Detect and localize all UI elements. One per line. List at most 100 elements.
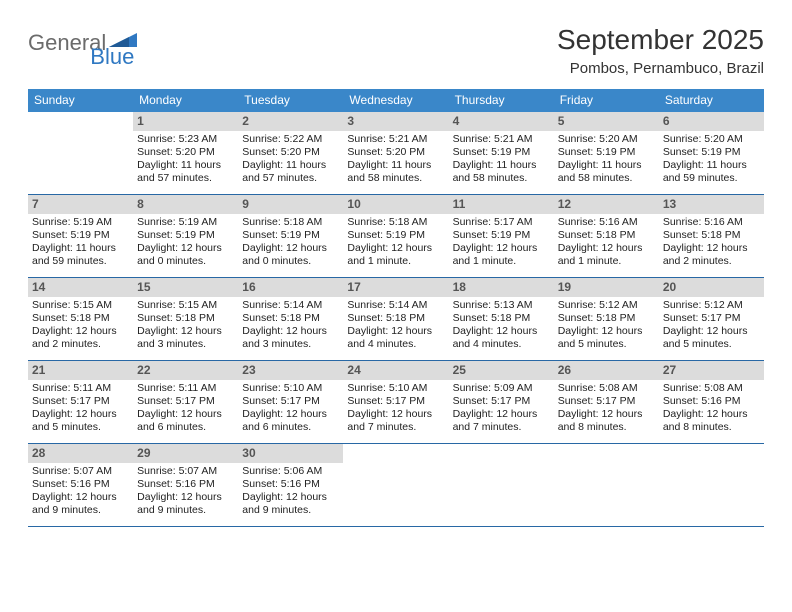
sunset-line: Sunset: 5:18 PM — [663, 229, 760, 242]
sunset-line: Sunset: 5:20 PM — [242, 146, 339, 159]
day-number: 14 — [28, 278, 133, 297]
day-cell: 14Sunrise: 5:15 AMSunset: 5:18 PMDayligh… — [28, 278, 133, 360]
daylight-line: Daylight: 12 hours and 1 minute. — [558, 242, 655, 268]
day-cell: 3Sunrise: 5:21 AMSunset: 5:20 PMDaylight… — [343, 112, 448, 194]
location-subtitle: Pombos, Pernambuco, Brazil — [557, 60, 764, 77]
sunrise-line: Sunrise: 5:20 AM — [663, 133, 760, 146]
sunrise-line: Sunrise: 5:10 AM — [242, 382, 339, 395]
sunset-line: Sunset: 5:20 PM — [347, 146, 444, 159]
day-number: 7 — [28, 195, 133, 214]
sunset-line: Sunset: 5:16 PM — [663, 395, 760, 408]
day-cell: 23Sunrise: 5:10 AMSunset: 5:17 PMDayligh… — [238, 361, 343, 443]
sunset-line: Sunset: 5:19 PM — [137, 229, 234, 242]
sunrise-line: Sunrise: 5:11 AM — [137, 382, 234, 395]
day-number: 29 — [133, 444, 238, 463]
day-cell: 25Sunrise: 5:09 AMSunset: 5:17 PMDayligh… — [449, 361, 554, 443]
sunrise-line: Sunrise: 5:10 AM — [347, 382, 444, 395]
day-number: 10 — [343, 195, 448, 214]
sunset-line: Sunset: 5:17 PM — [663, 312, 760, 325]
week-row: 14Sunrise: 5:15 AMSunset: 5:18 PMDayligh… — [28, 278, 764, 361]
daylight-line: Daylight: 11 hours and 58 minutes. — [558, 159, 655, 185]
daylight-line: Daylight: 12 hours and 2 minutes. — [32, 325, 129, 351]
sunrise-line: Sunrise: 5:23 AM — [137, 133, 234, 146]
daylight-line: Daylight: 12 hours and 8 minutes. — [663, 408, 760, 434]
day-number: 28 — [28, 444, 133, 463]
daylight-line: Daylight: 12 hours and 4 minutes. — [347, 325, 444, 351]
logo: General Blue — [28, 24, 182, 56]
day-number: 13 — [659, 195, 764, 214]
day-cell: 13Sunrise: 5:16 AMSunset: 5:18 PMDayligh… — [659, 195, 764, 277]
sunset-line: Sunset: 5:19 PM — [347, 229, 444, 242]
weekday-header: Saturday — [659, 89, 764, 112]
sunrise-line: Sunrise: 5:21 AM — [453, 133, 550, 146]
daylight-line: Daylight: 11 hours and 59 minutes. — [663, 159, 760, 185]
daylight-line: Daylight: 11 hours and 57 minutes. — [242, 159, 339, 185]
day-number: 27 — [659, 361, 764, 380]
day-number: 30 — [238, 444, 343, 463]
weekday-header: Monday — [133, 89, 238, 112]
day-number: 25 — [449, 361, 554, 380]
weekday-header: Wednesday — [343, 89, 448, 112]
day-number: 2 — [238, 112, 343, 131]
day-number: 11 — [449, 195, 554, 214]
daylight-line: Daylight: 12 hours and 7 minutes. — [453, 408, 550, 434]
daylight-line: Daylight: 11 hours and 58 minutes. — [453, 159, 550, 185]
daylight-line: Daylight: 12 hours and 9 minutes. — [137, 491, 234, 517]
day-number: 23 — [238, 361, 343, 380]
sunrise-line: Sunrise: 5:11 AM — [32, 382, 129, 395]
day-cell: 19Sunrise: 5:12 AMSunset: 5:18 PMDayligh… — [554, 278, 659, 360]
sunrise-line: Sunrise: 5:15 AM — [137, 299, 234, 312]
week-row: 28Sunrise: 5:07 AMSunset: 5:16 PMDayligh… — [28, 444, 764, 527]
daylight-line: Daylight: 12 hours and 1 minute. — [347, 242, 444, 268]
sunset-line: Sunset: 5:17 PM — [32, 395, 129, 408]
day-number: 5 — [554, 112, 659, 131]
daylight-line: Daylight: 12 hours and 5 minutes. — [663, 325, 760, 351]
sunset-line: Sunset: 5:17 PM — [558, 395, 655, 408]
daylight-line: Daylight: 12 hours and 4 minutes. — [453, 325, 550, 351]
sunset-line: Sunset: 5:17 PM — [453, 395, 550, 408]
sunrise-line: Sunrise: 5:18 AM — [347, 216, 444, 229]
daylight-line: Daylight: 12 hours and 3 minutes. — [242, 325, 339, 351]
calendar-grid: SundayMondayTuesdayWednesdayThursdayFrid… — [28, 89, 764, 527]
week-row: 21Sunrise: 5:11 AMSunset: 5:17 PMDayligh… — [28, 361, 764, 444]
sunrise-line: Sunrise: 5:08 AM — [663, 382, 760, 395]
day-number: 22 — [133, 361, 238, 380]
day-number: 24 — [343, 361, 448, 380]
daylight-line: Daylight: 12 hours and 8 minutes. — [558, 408, 655, 434]
day-number: 12 — [554, 195, 659, 214]
weeks-container: .1Sunrise: 5:23 AMSunset: 5:20 PMDayligh… — [28, 112, 764, 527]
sunset-line: Sunset: 5:17 PM — [137, 395, 234, 408]
day-cell: 8Sunrise: 5:19 AMSunset: 5:19 PMDaylight… — [133, 195, 238, 277]
daylight-line: Daylight: 12 hours and 1 minute. — [453, 242, 550, 268]
sunrise-line: Sunrise: 5:16 AM — [558, 216, 655, 229]
sunrise-line: Sunrise: 5:07 AM — [32, 465, 129, 478]
day-cell: 30Sunrise: 5:06 AMSunset: 5:16 PMDayligh… — [238, 444, 343, 526]
weekday-header: Thursday — [449, 89, 554, 112]
day-cell: 11Sunrise: 5:17 AMSunset: 5:19 PMDayligh… — [449, 195, 554, 277]
day-number: 1 — [133, 112, 238, 131]
sunrise-line: Sunrise: 5:08 AM — [558, 382, 655, 395]
sunset-line: Sunset: 5:18 PM — [242, 312, 339, 325]
day-number: 18 — [449, 278, 554, 297]
sunset-line: Sunset: 5:18 PM — [32, 312, 129, 325]
sunset-line: Sunset: 5:18 PM — [453, 312, 550, 325]
logo-text-sub: Blue — [90, 44, 134, 70]
daylight-line: Daylight: 12 hours and 6 minutes. — [137, 408, 234, 434]
title-block: September 2025 Pombos, Pernambuco, Brazi… — [557, 24, 764, 77]
month-title: September 2025 — [557, 24, 764, 56]
day-number: 4 — [449, 112, 554, 131]
day-cell: 1Sunrise: 5:23 AMSunset: 5:20 PMDaylight… — [133, 112, 238, 194]
day-cell: 4Sunrise: 5:21 AMSunset: 5:19 PMDaylight… — [449, 112, 554, 194]
day-cell: 12Sunrise: 5:16 AMSunset: 5:18 PMDayligh… — [554, 195, 659, 277]
day-number: 19 — [554, 278, 659, 297]
day-cell: 28Sunrise: 5:07 AMSunset: 5:16 PMDayligh… — [28, 444, 133, 526]
day-cell: 26Sunrise: 5:08 AMSunset: 5:17 PMDayligh… — [554, 361, 659, 443]
day-cell: 22 Sunrise: 5:11 AMSunset: 5:17 PMDayligh… — [133, 361, 238, 443]
week-row: .1Sunrise: 5:23 AMSunset: 5:20 PMDayligh… — [28, 112, 764, 195]
sunrise-line: Sunrise: 5:07 AM — [137, 465, 234, 478]
daylight-line: Daylight: 12 hours and 0 minutes. — [242, 242, 339, 268]
day-cell: 24Sunrise: 5:10 AMSunset: 5:17 PMDayligh… — [343, 361, 448, 443]
daylight-line: Daylight: 12 hours and 9 minutes. — [32, 491, 129, 517]
day-cell: 15Sunrise: 5:15 AMSunset: 5:18 PMDayligh… — [133, 278, 238, 360]
sunrise-line: Sunrise: 5:19 AM — [137, 216, 234, 229]
